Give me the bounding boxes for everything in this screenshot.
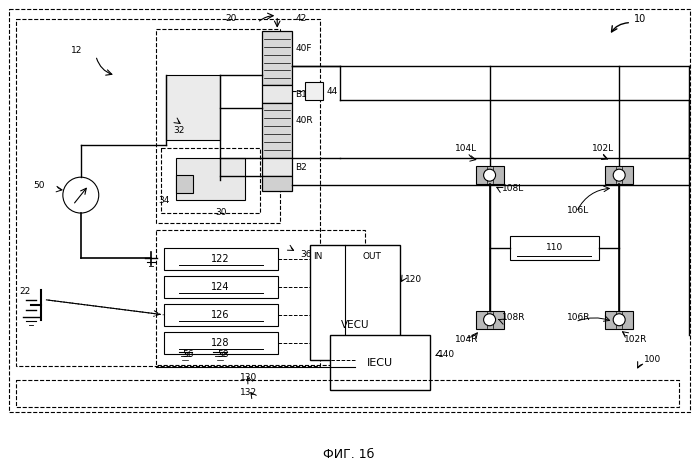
Text: 140: 140 bbox=[438, 350, 455, 359]
Bar bbox=[175, 175, 194, 193]
Text: 50: 50 bbox=[33, 181, 45, 190]
Circle shape bbox=[613, 169, 625, 181]
Text: 102L: 102L bbox=[592, 144, 614, 153]
Text: 128: 128 bbox=[211, 338, 230, 348]
Bar bbox=[262, 176, 292, 191]
Bar bbox=[166, 75, 220, 140]
Text: 106R: 106R bbox=[568, 313, 591, 322]
Bar bbox=[164, 248, 278, 270]
Text: IN: IN bbox=[313, 252, 323, 262]
Text: 40F: 40F bbox=[295, 44, 312, 53]
Text: 36: 36 bbox=[300, 250, 312, 259]
Text: 10: 10 bbox=[634, 14, 647, 24]
Text: VECU: VECU bbox=[340, 320, 369, 330]
Text: 12: 12 bbox=[71, 46, 82, 55]
Text: 42: 42 bbox=[295, 14, 306, 23]
Text: 40R: 40R bbox=[295, 116, 312, 125]
Text: OUT: OUT bbox=[363, 252, 382, 262]
Text: 44: 44 bbox=[326, 87, 338, 96]
Bar bbox=[164, 276, 278, 298]
Circle shape bbox=[484, 314, 496, 326]
Bar bbox=[156, 230, 365, 365]
Text: 56: 56 bbox=[182, 350, 194, 359]
Text: 132: 132 bbox=[240, 388, 257, 397]
Bar bbox=[262, 103, 292, 158]
Text: 130: 130 bbox=[240, 373, 257, 382]
Text: 20: 20 bbox=[225, 14, 237, 23]
Bar bbox=[510, 236, 599, 260]
Bar bbox=[16, 19, 320, 366]
Text: B2: B2 bbox=[295, 163, 307, 172]
Bar bbox=[475, 311, 503, 329]
Bar bbox=[9, 9, 690, 412]
Bar bbox=[310, 245, 400, 359]
Text: 120: 120 bbox=[405, 275, 422, 285]
Bar bbox=[262, 86, 292, 103]
Text: 124: 124 bbox=[211, 282, 230, 292]
Bar bbox=[605, 166, 633, 184]
Bar bbox=[175, 158, 245, 200]
Bar bbox=[156, 29, 280, 223]
Text: 32: 32 bbox=[173, 126, 185, 135]
Bar bbox=[161, 148, 260, 213]
Text: 122: 122 bbox=[211, 254, 230, 264]
Bar bbox=[262, 158, 292, 176]
Text: 22: 22 bbox=[19, 287, 30, 296]
Text: 34: 34 bbox=[159, 196, 170, 205]
Text: 102R: 102R bbox=[624, 335, 647, 344]
Text: 106L: 106L bbox=[568, 205, 589, 214]
Text: 126: 126 bbox=[211, 310, 230, 320]
Bar bbox=[164, 304, 278, 326]
Text: ФИГ. 1б: ФИГ. 1б bbox=[324, 448, 375, 461]
Bar bbox=[475, 166, 503, 184]
Bar bbox=[330, 335, 430, 389]
Text: 108R: 108R bbox=[502, 313, 525, 322]
Bar bbox=[305, 82, 323, 101]
Bar bbox=[16, 380, 679, 408]
Text: 108L: 108L bbox=[502, 183, 524, 193]
Text: 100: 100 bbox=[644, 355, 661, 364]
Circle shape bbox=[613, 314, 625, 326]
Bar bbox=[164, 332, 278, 354]
Text: 110: 110 bbox=[546, 243, 563, 252]
Circle shape bbox=[484, 169, 496, 181]
Text: IECU: IECU bbox=[367, 358, 393, 368]
Text: 104R: 104R bbox=[454, 335, 478, 344]
Text: B1: B1 bbox=[295, 90, 307, 99]
Bar bbox=[262, 30, 292, 86]
Text: 104L: 104L bbox=[454, 144, 477, 153]
Text: 58: 58 bbox=[217, 350, 229, 359]
Text: 30: 30 bbox=[215, 208, 227, 217]
Circle shape bbox=[63, 177, 99, 213]
Bar bbox=[605, 311, 633, 329]
